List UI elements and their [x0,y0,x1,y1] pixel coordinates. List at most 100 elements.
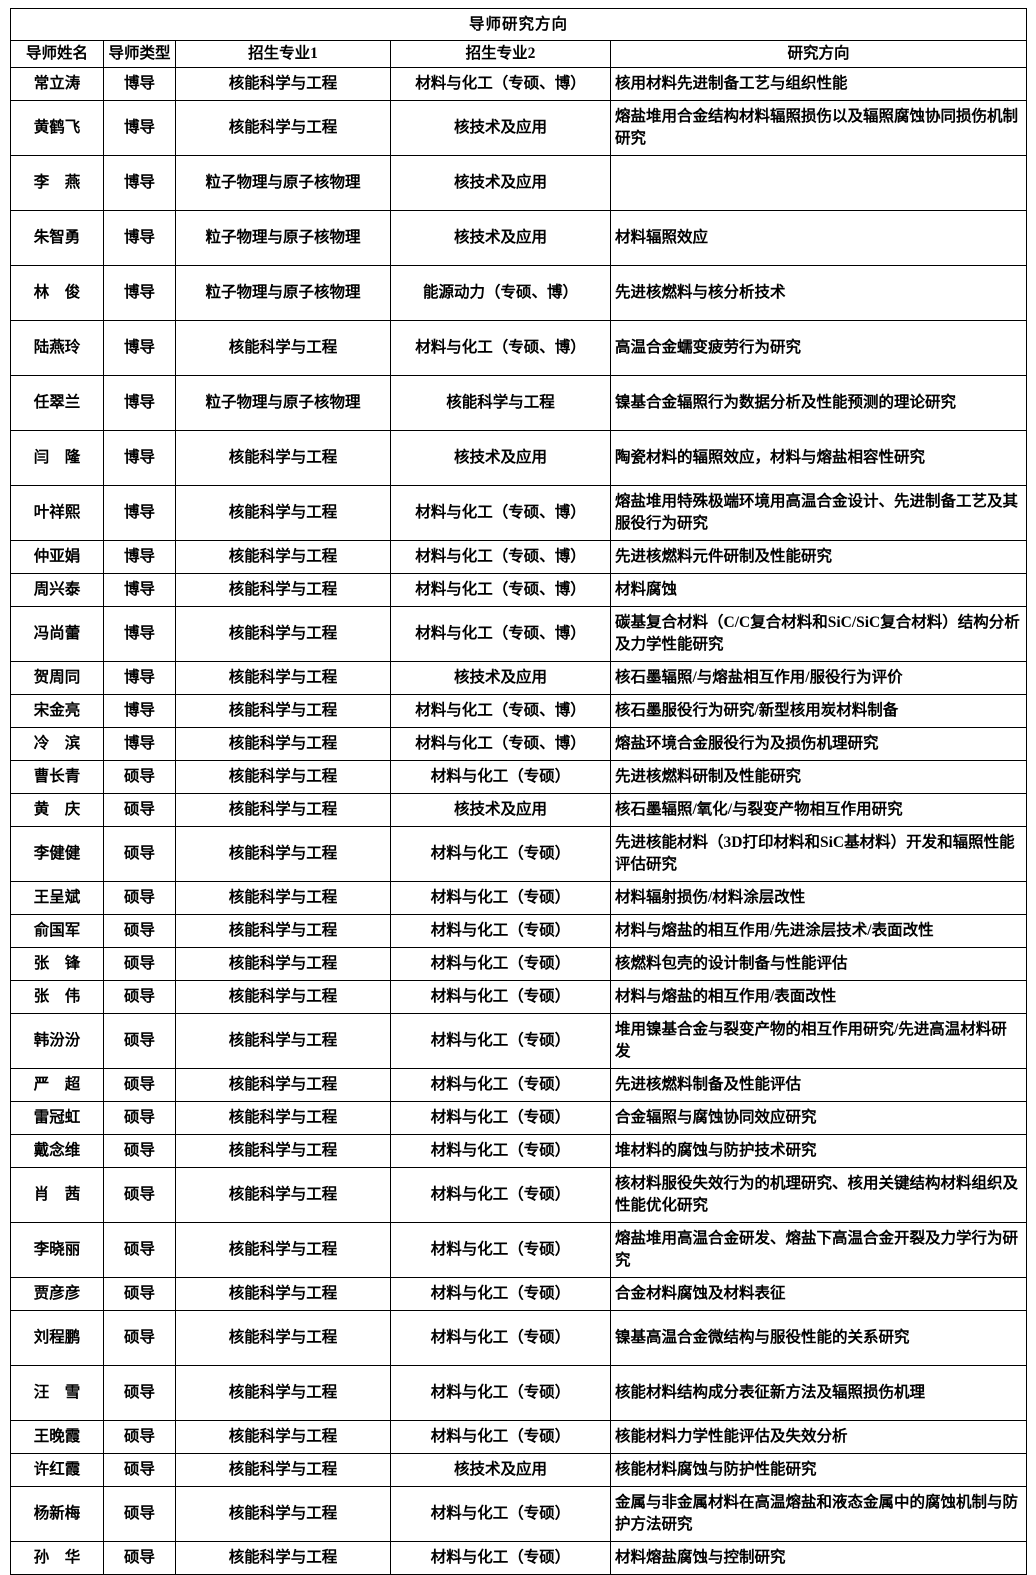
cell-research-direction: 合金辐照与腐蚀协同效应研究 [609,1101,1028,1135]
cell-advisor-type: 硕导 [103,1310,176,1366]
cell-advisor-name: 陆燕玲 [10,320,104,376]
cell-advisor-name: 孙 华 [10,1541,104,1575]
cell-research-direction: 核能材料力学性能评估及失效分析 [609,1420,1028,1454]
cell-research-direction: 先进核燃料与核分析技术 [609,265,1028,321]
cell-major-2: 核技术及应用 [390,100,611,156]
cell-advisor-type: 博导 [103,67,176,101]
cell-advisor-type: 博导 [103,265,176,321]
cell-advisor-name: 宋金亮 [10,694,104,728]
table-row: 王呈斌 硕导 核能科学与工程 材料与化工（专硕） 材料辐射损伤/材料涂层改性 [10,881,1028,915]
cell-major-2: 材料与化工（专硕、博） [390,573,611,607]
cell-major-1: 核能科学与工程 [175,1277,391,1311]
cell-major-2: 材料与化工（专硕） [390,1486,611,1542]
cell-research-direction: 先进核能材料（3D打印材料和SiC基材料）开发和辐照性能评估研究 [609,826,1028,882]
cell-major-1: 核能科学与工程 [175,573,391,607]
table-row: 闫 隆博导 核能科学与工程 核技术及应用 陶瓷材料的辐照效应，材料与熔盐相容性研究 [10,430,1028,486]
cell-advisor-name: 李晓丽 [10,1222,104,1278]
cell-advisor-type: 硕导 [103,1541,176,1575]
cell-major-2: 材料与化工（专硕） [390,914,611,948]
cell-research-direction: 材料与熔盐的相互作用/表面改性 [609,980,1028,1014]
table-header-row: 导师姓名 导师类型 招生专业1 招生专业2 研究方向 [10,40,1028,68]
cell-major-2: 材料与化工（专硕） [390,1541,611,1575]
cell-major-2: 材料与化工（专硕） [390,1013,611,1069]
cell-research-direction: 高温合金蠕变疲劳行为研究 [609,320,1028,376]
cell-advisor-type: 博导 [103,573,176,607]
cell-advisor-type: 博导 [103,661,176,695]
cell-major-2: 材料与化工（专硕、博） [390,485,611,541]
cell-advisor-name: 戴念维 [10,1134,104,1168]
cell-major-2: 材料与化工（专硕、博） [390,606,611,662]
cell-advisor-name: 周兴泰 [10,573,104,607]
cell-advisor-name: 王晚霞 [10,1420,104,1454]
column-header-name: 导师姓名 [10,40,104,68]
table-row: 李晓丽 硕导 核能科学与工程 材料与化工（专硕） 熔盐堆用高温合金研发、熔盐下高温合金开… [10,1222,1028,1278]
cell-advisor-name: 王呈斌 [10,881,104,915]
cell-advisor-type: 硕导 [103,1068,176,1102]
cell-research-direction: 材料腐蚀 [609,573,1028,607]
cell-advisor-type: 博导 [103,727,176,761]
cell-advisor-name: 李 燕 [10,155,104,211]
cell-advisor-type: 硕导 [103,760,176,794]
cell-major-2: 材料与化工（专硕） [390,1310,611,1366]
cell-major-1: 核能科学与工程 [175,100,391,156]
cell-advisor-type: 硕导 [103,1013,176,1069]
cell-major-2: 材料与化工（专硕） [390,826,611,882]
cell-major-2: 材料与化工（专硕、博） [390,320,611,376]
cell-major-1: 核能科学与工程 [175,1134,391,1168]
cell-major-2: 能源动力（专硕、博） [390,265,611,321]
cell-research-direction: 碳基复合材料（C/C复合材料和SiC/SiC复合材料）结构分析及力学性能研究 [609,606,1028,662]
cell-research-direction: 材料熔盐腐蚀与控制研究 [609,1541,1028,1575]
cell-research-direction: 镍基合金辐照行为数据分析及性能预测的理论研究 [609,375,1028,431]
cell-major-2: 材料与化工（专硕、博） [390,540,611,574]
cell-advisor-name: 林 俊 [10,265,104,321]
cell-major-1: 核能科学与工程 [175,1310,391,1366]
cell-major-2: 材料与化工（专硕） [390,980,611,1014]
table-row: 张 锋硕导 核能科学与工程 材料与化工（专硕） 核燃料包壳的设计制备与性能评估 [10,947,1028,981]
cell-major-2: 核技术及应用 [390,793,611,827]
cell-major-1: 核能科学与工程 [175,947,391,981]
table-row: 黄鹤飞 博导 核能科学与工程 核技术及应用 熔盐堆用合金结构材料辐照损伤以及辐照腐蚀协同… [10,100,1028,156]
cell-advisor-name: 汪 雪 [10,1365,104,1421]
cell-advisor-name: 任翠兰 [10,375,104,431]
cell-major-1: 核能科学与工程 [175,727,391,761]
table-row: 肖 茜硕导 核能科学与工程 材料与化工（专硕） 核材料服役失效行为的机理研究、核用关键… [10,1167,1028,1223]
cell-advisor-type: 硕导 [103,1277,176,1311]
table-row: 戴念维 硕导 核能科学与工程 材料与化工（专硕） 堆材料的腐蚀与防护技术研究 [10,1134,1028,1168]
cell-major-1: 核能科学与工程 [175,1453,391,1487]
table-body: 导师研究方向 导师姓名 导师类型 招生专业1 招生专业2 研究方向 常立涛 博导核… [9,8,1028,1575]
cell-advisor-type: 硕导 [103,881,176,915]
cell-research-direction: 熔盐堆用高温合金研发、熔盐下高温合金开裂及力学行为研究 [609,1222,1028,1278]
table-row: 黄 庆硕导 核能科学与工程 核技术及应用 核石墨辐照/氧化/与裂变产物相互作用研究 [10,793,1028,827]
cell-major-1: 核能科学与工程 [175,1486,391,1542]
table-title-row: 导师研究方向 [9,8,1028,41]
cell-major-2: 核技术及应用 [390,661,611,695]
table-row: 冯尚蕾 博导 核能科学与工程 材料与化工（专硕、博） 碳基复合材料（C/C复合材料和Si… [10,606,1028,662]
cell-advisor-name: 黄鹤飞 [10,100,104,156]
table-row: 仲亚娟 博导 核能科学与工程 材料与化工（专硕、博） 先进核燃料元件研制及性能研究 [10,540,1028,574]
table-row: 张 伟硕导 核能科学与工程 材料与化工（专硕） 材料与熔盐的相互作用/表面改性 [10,980,1028,1014]
cell-major-2: 材料与化工（专硕） [390,1277,611,1311]
cell-research-direction: 材料与熔盐的相互作用/先进涂层技术/表面改性 [609,914,1028,948]
table-row: 贾彦彦 硕导 核能科学与工程 材料与化工（专硕） 合金材料腐蚀及材料表征 [10,1277,1028,1311]
cell-advisor-name: 贾彦彦 [10,1277,104,1311]
cell-research-direction: 陶瓷材料的辐照效应，材料与熔盐相容性研究 [609,430,1028,486]
cell-advisor-type: 硕导 [103,1134,176,1168]
cell-advisor-type: 硕导 [103,1222,176,1278]
cell-major-2: 材料与化工（专硕、博） [390,694,611,728]
column-header-direction: 研究方向 [609,40,1028,68]
table-row: 任翠兰 博导 粒子物理与原子核物理 核能科学与工程 镍基合金辐照行为数据分析及性能预测的… [10,375,1028,431]
cell-research-direction: 核用材料先进制备工艺与组织性能 [609,67,1028,101]
cell-advisor-name: 肖 茜 [10,1167,104,1223]
cell-advisor-name: 张 伟 [10,980,104,1014]
cell-major-2: 材料与化工（专硕） [390,1101,611,1135]
cell-major-1: 核能科学与工程 [175,793,391,827]
cell-advisor-name: 叶祥熙 [10,485,104,541]
cell-major-1: 核能科学与工程 [175,1222,391,1278]
table-row: 许红霞 硕导 核能科学与工程 核技术及应用 核能材料腐蚀与防护性能研究 [10,1453,1028,1487]
table-row: 贺周同 博导 核能科学与工程 核技术及应用 核石墨辐照/与熔盐相互作用/服役行为评价 [10,661,1028,695]
cell-major-1: 核能科学与工程 [175,1068,391,1102]
cell-research-direction: 熔盐堆用合金结构材料辐照损伤以及辐照腐蚀协同损伤机制研究 [609,100,1028,156]
cell-advisor-type: 硕导 [103,1453,176,1487]
cell-major-2: 材料与化工（专硕） [390,1134,611,1168]
cell-major-1: 核能科学与工程 [175,1420,391,1454]
